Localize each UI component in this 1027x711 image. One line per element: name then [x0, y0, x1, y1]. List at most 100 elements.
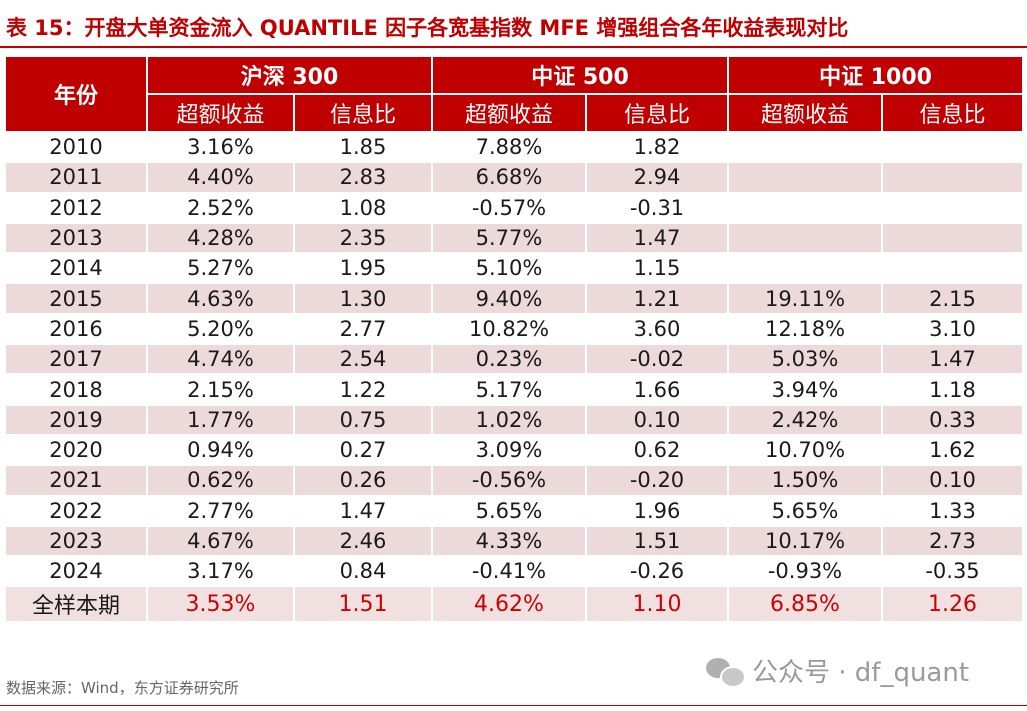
year-cell: 2015: [6, 284, 146, 313]
zz1000-ir-cell: [883, 223, 1023, 253]
zz500-ir-cell: 1.96: [587, 496, 727, 525]
zz500-excess-cell: 6.68%: [433, 163, 585, 192]
source-note: 数据来源：Wind，东方证券研究所: [6, 679, 239, 697]
zz500-ir-cell: -0.31: [587, 193, 727, 222]
year-cell: 2013: [6, 223, 146, 253]
year-cell: 2012: [6, 193, 146, 222]
zz500-excess-cell: 4.33%: [433, 526, 585, 556]
hs300-ir-cell: 1.30: [295, 284, 431, 313]
zz500-excess-cell: -0.41%: [433, 557, 585, 586]
zz1000-excess-cell: 10.70%: [729, 435, 881, 465]
table-title: 表 15：开盘大单资金流入 QUANTILE 因子各宽基指数 MFE 增强组合各…: [6, 16, 849, 40]
year-cell: 2021: [6, 466, 146, 495]
year-cell: 2023: [6, 526, 146, 556]
zz500-ir-cell: 3.60: [587, 314, 727, 344]
total-row: 全样本期 3.53% 1.51 4.62% 1.10 6.85% 1.26: [6, 587, 1023, 622]
table-row: 2022 2.77% 1.47 5.65% 1.96 5.65% 1.33: [6, 496, 1023, 525]
hs300-ir-total: 1.51: [295, 587, 431, 622]
zz500-excess-cell: 3.09%: [433, 435, 585, 465]
table-row: 2012 2.52% 1.08 -0.57% -0.31: [6, 193, 1023, 222]
wechat-icon: [706, 656, 746, 688]
hs300-excess-cell: 4.63%: [148, 284, 293, 313]
header-info-ratio: 信息比: [587, 95, 727, 131]
zz500-excess-cell: 7.88%: [433, 133, 585, 162]
hs300-ir-cell: 1.08: [295, 193, 431, 222]
header-group-zz500: 中证 500: [433, 57, 727, 93]
zz1000-excess-cell: -0.93%: [729, 557, 881, 586]
hs300-ir-cell: 2.83: [295, 163, 431, 192]
header-info-ratio: 信息比: [295, 95, 431, 131]
hs300-excess-cell: 4.28%: [148, 223, 293, 253]
hs300-excess-cell: 1.77%: [148, 405, 293, 434]
returns-table: 年份 沪深 300 中证 500 中证 1000 超额收益 信息比 超额收益 信…: [4, 55, 1024, 623]
zz1000-excess-cell: [729, 254, 881, 283]
zz1000-excess-cell: 2.42%: [729, 405, 881, 434]
zz1000-excess-cell: 10.17%: [729, 526, 881, 556]
zz1000-ir-cell: 1.47: [883, 345, 1023, 374]
zz1000-ir-cell: -0.35: [883, 557, 1023, 586]
header-excess-return: 超额收益: [729, 95, 881, 131]
zz500-ir-cell: 1.47: [587, 223, 727, 253]
header-excess-return: 超额收益: [148, 95, 293, 131]
hs300-excess-cell: 0.94%: [148, 435, 293, 465]
zz1000-excess-cell: 5.03%: [729, 345, 881, 374]
zz500-ir-cell: 1.51: [587, 526, 727, 556]
hs300-ir-cell: 1.95: [295, 254, 431, 283]
table-row: 2023 4.67% 2.46 4.33% 1.51 10.17% 2.73: [6, 526, 1023, 556]
hs300-excess-cell: 4.40%: [148, 163, 293, 192]
table-body: 2010 3.16% 1.85 7.88% 1.82 2011 4.40% 2.83 6.68%…: [6, 133, 1023, 622]
hs300-ir-cell: 2.35: [295, 223, 431, 253]
zz1000-ir-cell: [883, 163, 1023, 192]
hs300-ir-cell: 0.84: [295, 557, 431, 586]
year-cell: 2022: [6, 496, 146, 525]
zz500-ir-cell: -0.20: [587, 466, 727, 495]
zz1000-ir-cell: 2.15: [883, 284, 1023, 313]
year-cell: 2018: [6, 375, 146, 404]
table-row: 2018 2.15% 1.22 5.17% 1.66 3.94% 1.18: [6, 375, 1023, 404]
zz500-excess-total: 4.62%: [433, 587, 585, 622]
bottom-divider: [0, 705, 1027, 706]
zz1000-excess-total: 6.85%: [729, 587, 881, 622]
zz500-ir-cell: 0.10: [587, 405, 727, 434]
hs300-ir-cell: 0.27: [295, 435, 431, 465]
zz500-ir-cell: 2.94: [587, 163, 727, 192]
hs300-ir-cell: 2.77: [295, 314, 431, 344]
zz1000-excess-cell: 19.11%: [729, 284, 881, 313]
zz1000-ir-cell: 1.18: [883, 375, 1023, 404]
table-row: 2017 4.74% 2.54 0.23% -0.02 5.03% 1.47: [6, 345, 1023, 374]
year-cell: 2017: [6, 345, 146, 374]
hs300-excess-cell: 2.15%: [148, 375, 293, 404]
hs300-excess-cell: 5.27%: [148, 254, 293, 283]
zz1000-ir-cell: 1.33: [883, 496, 1023, 525]
hs300-excess-cell: 4.67%: [148, 526, 293, 556]
zz1000-ir-cell: 0.10: [883, 466, 1023, 495]
hs300-excess-cell: 2.52%: [148, 193, 293, 222]
zz500-ir-cell: -0.26: [587, 557, 727, 586]
watermark-text: 公众号 · df_quant: [752, 658, 970, 688]
table-row: 2010 3.16% 1.85 7.88% 1.82: [6, 133, 1023, 162]
zz500-ir-cell: 0.62: [587, 435, 727, 465]
zz1000-excess-cell: [729, 163, 881, 192]
hs300-excess-cell: 3.17%: [148, 557, 293, 586]
zz1000-excess-cell: 1.50%: [729, 466, 881, 495]
zz500-ir-cell: 1.15: [587, 254, 727, 283]
zz1000-ir-cell: 1.62: [883, 435, 1023, 465]
zz1000-ir-cell: [883, 193, 1023, 222]
table-row: 2020 0.94% 0.27 3.09% 0.62 10.70% 1.62: [6, 435, 1023, 465]
zz1000-excess-cell: [729, 193, 881, 222]
hs300-excess-total: 3.53%: [148, 587, 293, 622]
zz1000-excess-cell: 12.18%: [729, 314, 881, 344]
zz1000-excess-cell: [729, 223, 881, 253]
title-divider: [0, 46, 1027, 48]
zz1000-excess-cell: 3.94%: [729, 375, 881, 404]
year-cell: 2016: [6, 314, 146, 344]
hs300-excess-cell: 5.20%: [148, 314, 293, 344]
watermark: 公众号 · df_quant: [706, 652, 969, 689]
year-cell: 2011: [6, 163, 146, 192]
table-row: 2013 4.28% 2.35 5.77% 1.47: [6, 223, 1023, 253]
year-cell: 2024: [6, 557, 146, 586]
table-row: 2021 0.62% 0.26 -0.56% -0.20 1.50% 0.10: [6, 466, 1023, 495]
table-row: 2014 5.27% 1.95 5.10% 1.15: [6, 254, 1023, 283]
hs300-ir-cell: 0.26: [295, 466, 431, 495]
zz500-ir-cell: -0.02: [587, 345, 727, 374]
